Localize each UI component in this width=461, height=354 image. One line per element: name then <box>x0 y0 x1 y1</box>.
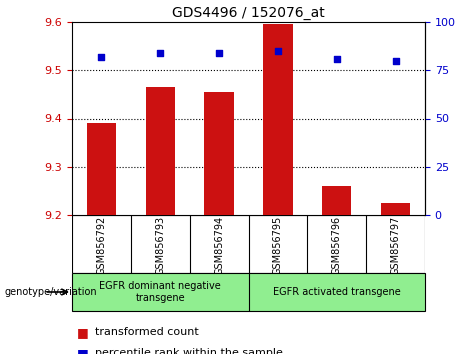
Bar <box>146 87 175 215</box>
Bar <box>263 24 293 215</box>
Point <box>274 48 282 54</box>
Text: GSM856793: GSM856793 <box>155 216 165 275</box>
Bar <box>204 92 234 215</box>
Text: GSM856796: GSM856796 <box>332 216 342 275</box>
Text: GSM856795: GSM856795 <box>273 216 283 275</box>
Point <box>215 50 223 56</box>
Text: ■: ■ <box>77 347 89 354</box>
Text: GSM856794: GSM856794 <box>214 216 224 275</box>
Bar <box>322 186 351 215</box>
Text: EGFR dominant negative
transgene: EGFR dominant negative transgene <box>100 281 221 303</box>
Title: GDS4496 / 152076_at: GDS4496 / 152076_at <box>172 6 325 19</box>
Point <box>157 50 164 56</box>
Text: transformed count: transformed count <box>95 327 199 337</box>
Text: EGFR activated transgene: EGFR activated transgene <box>273 287 401 297</box>
Point <box>333 56 340 62</box>
Text: percentile rank within the sample: percentile rank within the sample <box>95 348 283 354</box>
Bar <box>87 123 116 215</box>
Point <box>392 58 399 63</box>
Point <box>98 54 105 59</box>
Text: ■: ■ <box>77 326 89 339</box>
FancyBboxPatch shape <box>72 273 425 311</box>
Text: GSM856797: GSM856797 <box>390 216 401 275</box>
Text: genotype/variation: genotype/variation <box>5 287 97 297</box>
Bar <box>381 203 410 215</box>
Text: GSM856792: GSM856792 <box>96 216 106 275</box>
